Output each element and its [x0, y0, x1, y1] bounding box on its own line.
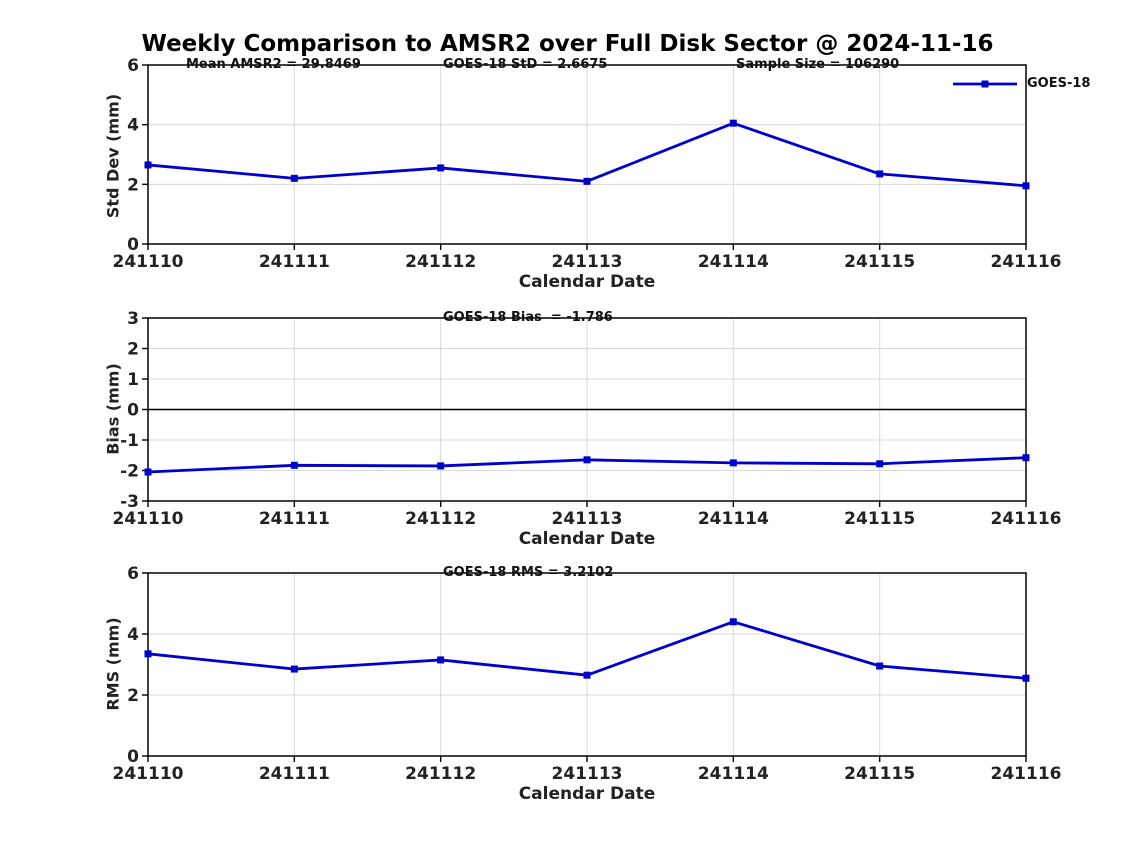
y-tick-label: -3: [120, 492, 139, 512]
data-point: [729, 618, 737, 626]
y-tick-label: 2: [127, 175, 139, 195]
goes18-rms-annotation: GOES-18 RMS = 3.2102: [443, 565, 614, 580]
data-point: [583, 177, 591, 185]
legend: GOES-18: [952, 76, 1090, 91]
x-tick-label: 241115: [844, 509, 915, 529]
data-point: [290, 174, 298, 182]
x-tick-label: 241110: [113, 252, 184, 272]
y-tick-label: 1: [127, 370, 139, 390]
x-tick-label: 241110: [113, 764, 184, 784]
x-tick-label: 241116: [991, 509, 1062, 529]
bias-x-axis-label: Calendar Date: [518, 529, 656, 549]
stddev-x-axis-label: Calendar Date: [518, 272, 656, 292]
data-point: [290, 461, 298, 469]
y-tick-label: 0: [127, 235, 139, 255]
data-point: [144, 161, 152, 169]
data-point: [437, 462, 445, 470]
data-point: [437, 164, 445, 172]
goes18-bias-annotation: GOES-18 Bias = -1.786: [443, 310, 613, 325]
figure-title: Weekly Comparison to AMSR2 over Full Dis…: [141, 31, 994, 57]
goes18-std-annotation: GOES-18 StD = 2.6675: [443, 57, 608, 72]
x-tick-label: 241113: [552, 509, 623, 529]
y-tick-label: 0: [127, 401, 139, 421]
data-point: [290, 665, 298, 673]
legend-label: GOES-18: [1027, 76, 1091, 91]
data-point: [144, 650, 152, 658]
rms-y-axis-label: RMS (mm): [103, 617, 123, 711]
x-tick-label: 241110: [113, 509, 184, 529]
x-tick-label: 241112: [405, 252, 476, 272]
data-point: [583, 456, 591, 464]
y-tick-label: 3: [127, 309, 139, 329]
x-tick-label: 241112: [405, 509, 476, 529]
x-tick-label: 241113: [552, 252, 623, 272]
x-tick-label: 241111: [259, 509, 330, 529]
x-tick-label: 241111: [259, 764, 330, 784]
data-point: [1022, 454, 1030, 462]
data-point: [1022, 182, 1030, 190]
y-tick-label: 0: [127, 747, 139, 767]
x-tick-label: 241114: [698, 252, 769, 272]
data-point: [437, 656, 445, 664]
legend-line-marker-icon: [953, 80, 1017, 87]
x-tick-label: 241116: [991, 252, 1062, 272]
x-tick-label: 241112: [405, 764, 476, 784]
y-tick-label: 6: [127, 564, 139, 584]
data-point: [1022, 674, 1030, 682]
x-tick-label: 241115: [844, 252, 915, 272]
stddev-y-axis-label: Std Dev (mm): [103, 93, 123, 219]
data-point: [876, 170, 884, 178]
y-tick-label: 4: [127, 625, 139, 645]
y-tick-label: 6: [127, 56, 139, 76]
data-point: [583, 671, 591, 679]
y-tick-label: 2: [127, 340, 139, 360]
data-point: [729, 459, 737, 467]
data-point: [876, 662, 884, 670]
bias-y-axis-label: Bias (mm): [103, 363, 123, 455]
data-point: [144, 468, 152, 476]
data-point: [729, 119, 737, 127]
data-point: [876, 460, 884, 468]
x-tick-label: 241114: [698, 764, 769, 784]
x-tick-label: 241114: [698, 509, 769, 529]
y-tick-label: -2: [120, 462, 139, 482]
x-tick-label: 241111: [259, 252, 330, 272]
y-tick-label: 2: [127, 686, 139, 706]
x-tick-label: 241116: [991, 764, 1062, 784]
mean-amsr2-annotation: Mean AMSR2 = 29.8469: [186, 57, 361, 72]
x-tick-label: 241113: [552, 764, 623, 784]
x-tick-label: 241115: [844, 764, 915, 784]
y-tick-label: -1: [120, 431, 139, 451]
y-tick-label: 4: [127, 116, 139, 136]
sample-size-annotation: Sample Size = 106290: [736, 57, 900, 72]
rms-x-axis-label: Calendar Date: [518, 784, 656, 804]
